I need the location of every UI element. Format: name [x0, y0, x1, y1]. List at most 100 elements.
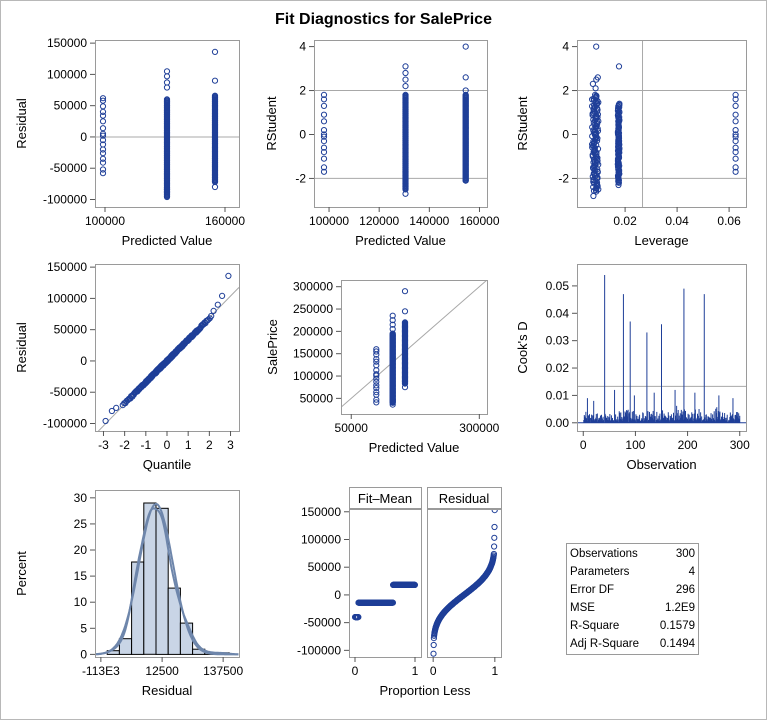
x-tick-label: -113E3	[82, 664, 120, 678]
x-tick-label: 120000	[359, 214, 399, 228]
stat-row: Parameters 4	[570, 563, 695, 581]
y-tick-label: 0.00	[546, 416, 570, 430]
strip-header	[427, 487, 502, 509]
data-point	[113, 404, 120, 411]
data-point	[373, 348, 380, 355]
y-tick-label: 30	[74, 491, 88, 505]
data-point	[462, 177, 469, 184]
stat-value: 296	[675, 584, 695, 596]
y-tick-label: 0.01	[546, 388, 570, 402]
data-point	[593, 76, 600, 83]
data-point	[402, 69, 409, 77]
data-point	[99, 118, 107, 125]
x-tick-label: 100000	[85, 214, 125, 228]
data-point	[99, 112, 107, 119]
data-point	[411, 581, 418, 589]
data-point	[163, 96, 171, 103]
data-point	[373, 378, 380, 385]
data-point	[373, 375, 380, 382]
stat-value: 0.1494	[659, 638, 695, 650]
y-tick-label: 4	[299, 40, 306, 54]
x-tick-label: 140000	[409, 214, 449, 228]
data-point	[389, 599, 396, 606]
x-tick-label: -3	[98, 438, 109, 452]
data-point	[732, 133, 739, 140]
plot-frame	[95, 40, 240, 208]
y-tick-label: 0.04	[546, 306, 570, 320]
x-axis-label: Leverage	[634, 233, 688, 248]
y-axis-label: Residual	[14, 98, 29, 149]
data-point	[389, 330, 396, 337]
y-tick-label: 250000	[293, 302, 333, 316]
data-point	[593, 92, 600, 99]
data-point	[401, 384, 409, 391]
data-point	[373, 389, 380, 396]
y-tick-label: 50000	[54, 323, 88, 337]
data-point	[732, 164, 739, 171]
data-point	[99, 130, 107, 137]
data-point	[490, 550, 497, 558]
data-point	[402, 83, 409, 90]
y-axis-label: RStudent	[515, 96, 530, 151]
y-axis-label: Residual	[14, 322, 29, 373]
strip-label: Residual	[439, 491, 490, 506]
data-point	[320, 168, 328, 175]
stat-value: 0.1579	[659, 620, 695, 632]
plot-frame	[95, 490, 240, 658]
data-point	[163, 186, 171, 193]
data-point	[430, 641, 437, 649]
x-axis-label: Predicted Value	[355, 233, 446, 248]
y-tick-label: 150000	[293, 347, 333, 361]
stat-label: MSE	[570, 602, 595, 614]
data-point	[491, 534, 498, 541]
data-point	[732, 127, 739, 134]
y-tick-label: 15	[74, 569, 88, 583]
data-point	[320, 111, 328, 118]
stat-value: 1.2E9	[664, 602, 695, 614]
y-axis-label: SalePrice	[265, 319, 280, 375]
y-tick-label: 100000	[47, 67, 87, 81]
x-tick-label: 137500	[203, 664, 243, 678]
data-point	[320, 127, 328, 134]
y-tick-label: 10	[74, 595, 88, 609]
data-point	[211, 183, 219, 191]
data-point	[373, 382, 380, 389]
x-tick-label: 1	[185, 438, 192, 452]
data-point	[615, 63, 623, 70]
data-point	[592, 91, 599, 99]
data-point	[99, 95, 107, 102]
figure-title: Fit Diagnostics for SalePrice	[275, 11, 492, 28]
y-tick-label: 0.02	[546, 361, 570, 375]
stat-row: Observations 300	[570, 545, 695, 563]
data-point	[491, 523, 498, 531]
y-tick-label: 150000	[301, 505, 341, 519]
x-axis-label: Residual	[142, 683, 193, 698]
data-point	[320, 131, 328, 138]
data-point	[320, 155, 328, 162]
data-point	[732, 144, 739, 151]
y-tick-label: -50000	[304, 616, 342, 630]
data-point	[732, 91, 739, 99]
x-axis-label: Observation	[626, 457, 696, 472]
data-point	[320, 102, 328, 110]
y-tick-label: 5	[80, 621, 87, 635]
x-tick-label: 300	[730, 438, 750, 452]
y-tick-label: 0.03	[546, 334, 570, 348]
data-point	[208, 312, 215, 320]
stat-label: Parameters	[570, 566, 630, 578]
y-tick-label: 0	[80, 647, 87, 661]
strip-label: Fit–Mean	[358, 491, 412, 506]
y-tick-label: 0	[80, 354, 87, 368]
y-tick-label: -100000	[43, 416, 87, 430]
x-tick-label: 160000	[459, 214, 499, 228]
strip-header	[349, 487, 422, 509]
data-point	[389, 312, 396, 319]
histogram-bar	[167, 587, 181, 655]
y-tick-label: 100000	[47, 291, 87, 305]
y-axis-label: RStudent	[264, 96, 279, 151]
data-point	[402, 63, 409, 70]
y-tick-label: 150000	[47, 260, 87, 274]
data-point	[462, 87, 469, 94]
data-point	[99, 159, 107, 166]
y-tick-label: -50000	[50, 161, 88, 175]
